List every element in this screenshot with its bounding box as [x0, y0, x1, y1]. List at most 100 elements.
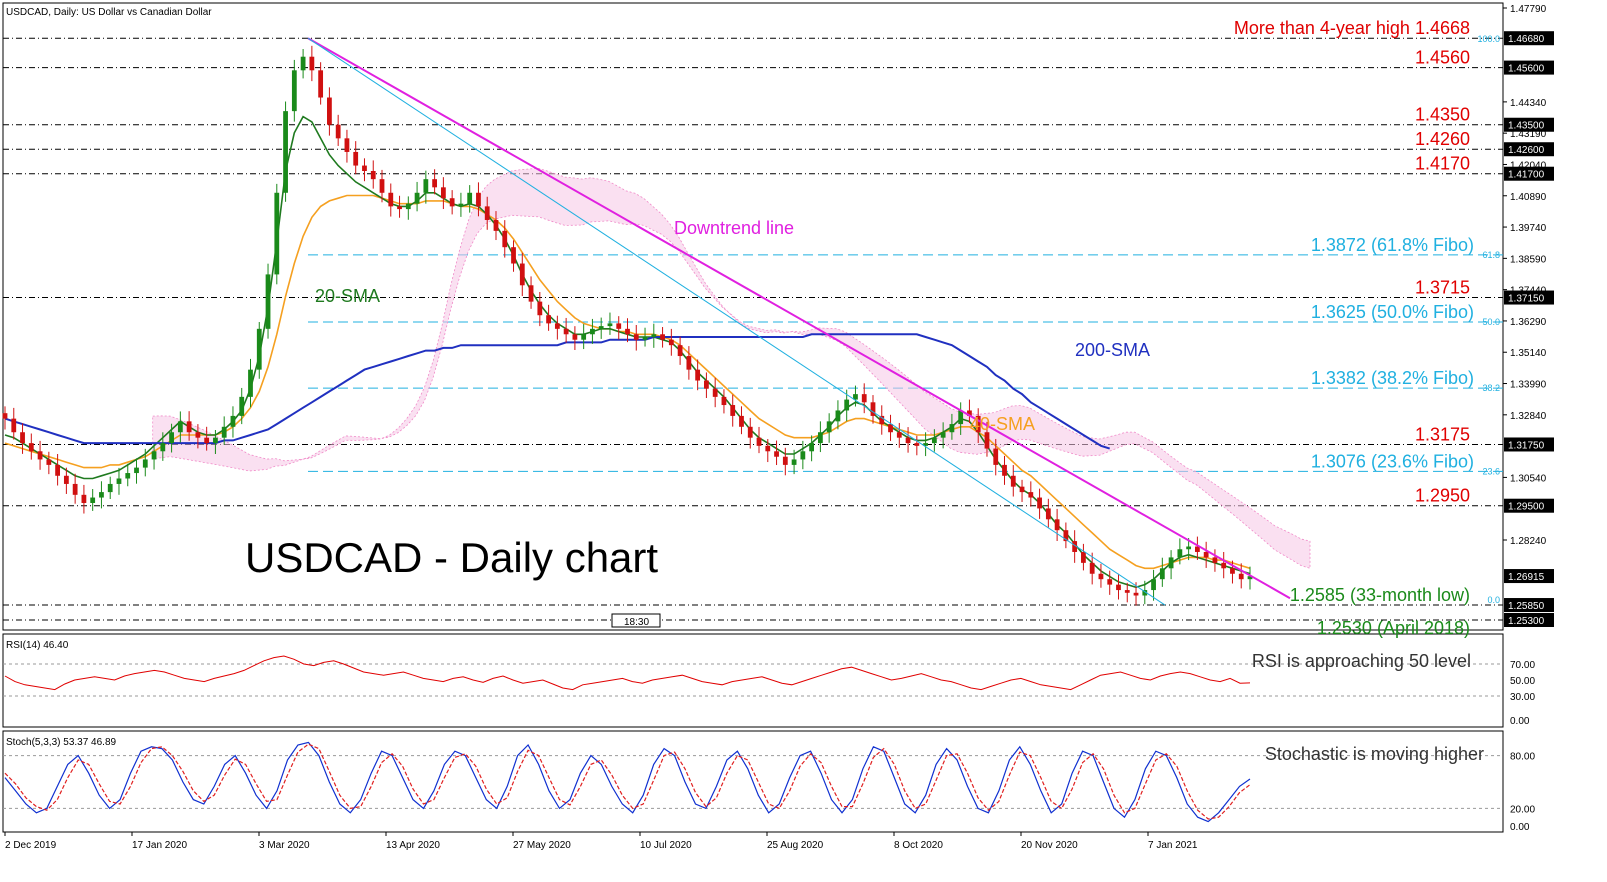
- candle-body: [405, 203, 411, 210]
- candle-body: [607, 323, 613, 327]
- fibo-top-tag: 100.0: [1477, 34, 1500, 44]
- candle-body: [546, 315, 551, 324]
- level-axis-label: 1.31750: [1508, 440, 1545, 451]
- rsi-panel: 70.00 50.00 30.00 0.00: [3, 655, 1535, 727]
- candle-body: [905, 437, 911, 444]
- y-tick-label: 1.37440: [1510, 286, 1547, 297]
- candle-body: [484, 206, 490, 220]
- fibo-label: 1.3076 (23.6% Fibo): [1311, 451, 1474, 471]
- candle-body: [704, 380, 709, 389]
- candle-body: [782, 456, 788, 465]
- candle-body: [511, 247, 516, 264]
- candle-body: [677, 345, 683, 357]
- candle-body: [221, 426, 227, 438]
- candle-body: [1116, 584, 1121, 591]
- candle-body: [809, 443, 815, 452]
- candle-body: [142, 459, 148, 468]
- candle-body: [291, 70, 297, 112]
- candle-body: [581, 334, 587, 340]
- level-axis-label: 1.43500: [1508, 121, 1545, 132]
- cloud-area: [152, 167, 1311, 569]
- candle-body: [625, 328, 630, 335]
- level-axis-label: 1.41700: [1508, 170, 1545, 181]
- candle-body: [1221, 562, 1227, 569]
- level-label: 1.2530 (April 2018): [1317, 618, 1470, 638]
- candle-body: [1054, 519, 1060, 531]
- x-tick-label: 17 Jan 2020: [132, 840, 187, 851]
- x-tick-label: 7 Jan 2021: [1148, 840, 1198, 851]
- candle-body: [230, 415, 236, 427]
- candle-body: [1019, 486, 1025, 493]
- fibo-levels: 100.0 0.0 1.3872 (61.8% Fibo) 61.8 1.3625 (5…: [308, 34, 1503, 605]
- candle-body: [879, 415, 885, 425]
- candle-body: [116, 478, 122, 484]
- candle-body: [151, 451, 157, 460]
- candle-body: [870, 402, 876, 416]
- candle-body: [668, 339, 674, 346]
- candle-body: [432, 179, 438, 188]
- sma200-line: [4, 333, 1111, 450]
- candle-body: [344, 138, 350, 152]
- candle-body: [20, 432, 25, 444]
- time-tag-box: [611, 613, 661, 628]
- sma20-label: 20-SMA: [315, 286, 380, 306]
- candle-body: [616, 323, 622, 329]
- level-axis-box: [1504, 166, 1554, 181]
- fibo-tag: 61.8: [1482, 250, 1500, 260]
- level-axis-label: 1.45600: [1508, 64, 1545, 75]
- rsi-line: [4, 655, 1251, 691]
- candle-body: [1195, 546, 1200, 552]
- candle-body: [791, 459, 797, 465]
- time-tag: 18:30: [611, 613, 661, 628]
- candle-body: [248, 369, 253, 397]
- candle-body: [686, 356, 692, 370]
- candle-body: [134, 467, 139, 474]
- downtrend-line: [307, 37, 1291, 600]
- level-axis-box: [1504, 290, 1554, 305]
- level-label: 1.4260: [1415, 129, 1470, 149]
- candle-body: [1063, 530, 1069, 542]
- candle-body: [590, 328, 595, 335]
- candle-body: [958, 410, 964, 425]
- candle-body: [1230, 568, 1235, 574]
- candle-body: [362, 165, 367, 172]
- candle-body: [695, 369, 701, 381]
- candle-body: [81, 494, 87, 503]
- fibo-tag: 50.0: [1482, 317, 1500, 327]
- stoch-tick-label: 0.00: [1510, 822, 1530, 833]
- y-tick-label: 1.35140: [1510, 348, 1547, 359]
- stoch-annotation: Stochastic is moving higher: [1265, 744, 1484, 764]
- candle-body: [335, 124, 341, 139]
- fibo-label: 1.3625 (50.0% Fibo): [1311, 302, 1474, 322]
- candle-body: [853, 394, 858, 400]
- candle-body: [774, 451, 779, 457]
- candle-body: [1002, 464, 1007, 476]
- fibo-label: 1.3872 (61.8% Fibo): [1311, 235, 1474, 255]
- y-tick-label: 1.32840: [1510, 411, 1547, 422]
- candle-body: [169, 432, 174, 444]
- candle-body: [949, 424, 955, 433]
- candle-body: [537, 301, 543, 316]
- stoch-tick-label: 20.00: [1510, 804, 1535, 815]
- candle-body: [1238, 573, 1244, 580]
- candle-body: [756, 437, 762, 446]
- candle-body: [940, 432, 946, 438]
- candle-body: [493, 219, 499, 231]
- candle-body: [730, 405, 736, 416]
- level-axis-box: [1504, 31, 1554, 46]
- level-label: 1.4560: [1415, 48, 1470, 68]
- y-tick-label: 1.44340: [1510, 98, 1547, 109]
- candle-body: [72, 483, 78, 495]
- candle-body: [721, 396, 727, 406]
- level-axis-box: [1504, 613, 1554, 627]
- candle-body: [563, 328, 569, 335]
- fibo-diagonal: [307, 37, 1166, 606]
- candle-body: [1151, 579, 1156, 591]
- candle-body: [642, 336, 648, 340]
- rsi-tick-label: 0.00: [1510, 716, 1530, 727]
- y-tick-label: 1.43190: [1510, 129, 1547, 140]
- stoch-main-line: [4, 741, 1251, 823]
- candle-body: [1133, 592, 1139, 596]
